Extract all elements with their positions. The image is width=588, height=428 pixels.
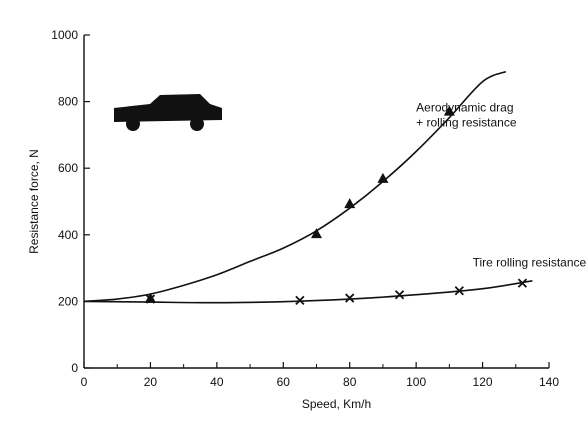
plot-area: [83, 70, 533, 306]
y-axis-label: Resistance force, N: [27, 149, 41, 254]
y-tick-label: 400: [58, 228, 78, 242]
annotations: Aerodynamic drag+ rolling resistance Tire…: [416, 101, 586, 270]
x-marker: [145, 294, 156, 304]
annotation-label: Aerodynamic drag: [416, 101, 513, 115]
x-tick-label: 20: [144, 375, 158, 389]
x-tick-label: 140: [539, 375, 559, 389]
annotation-label: Tire rolling resistance: [473, 255, 587, 269]
axis-ticks: 0 200 400 600 800 1000 0 20 40 60 80 100 120 140: [51, 28, 559, 389]
x-tick-label: 0: [81, 375, 88, 389]
x-tick-label: 120: [473, 375, 493, 389]
y-tick-label: 1000: [51, 28, 78, 42]
triangle-marker: [377, 172, 389, 183]
x-marker: [517, 278, 528, 288]
triangle-marker: [443, 105, 455, 116]
x-tick-label: 100: [406, 375, 426, 389]
y-tick-label: 800: [58, 95, 78, 109]
x-axis-label: Speed, Km/h: [302, 397, 371, 411]
x-tick-label: 60: [277, 375, 291, 389]
y-tick-label: 600: [58, 161, 78, 175]
triangle-marker: [311, 228, 322, 239]
y-tick-label: 200: [58, 294, 78, 308]
x-marker: [295, 295, 305, 306]
annotation-label: + rolling resistance: [416, 116, 517, 130]
triangle-marker: [344, 198, 356, 209]
car-silhouette-icon: [114, 94, 222, 131]
x-marker: [394, 290, 405, 300]
x-tick-label: 40: [210, 375, 224, 389]
y-tick-label: 0: [71, 361, 78, 375]
rolling-resistance-curve: [83, 280, 533, 304]
x-marker: [454, 286, 464, 296]
triangle-marker: [144, 292, 156, 303]
aero-drag-curve: [83, 70, 507, 303]
x-marker: [345, 293, 355, 303]
x-tick-label: 80: [343, 375, 357, 389]
